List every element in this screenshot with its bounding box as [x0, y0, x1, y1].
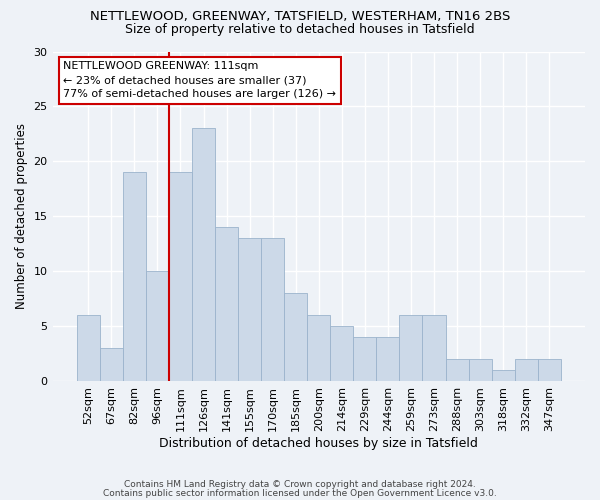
Bar — [215, 228, 238, 382]
Bar — [238, 238, 261, 382]
Bar — [469, 360, 491, 382]
Bar — [376, 338, 400, 382]
Bar — [261, 238, 284, 382]
Bar — [538, 360, 561, 382]
Bar — [330, 326, 353, 382]
Bar — [100, 348, 123, 382]
Bar — [422, 316, 446, 382]
X-axis label: Distribution of detached houses by size in Tatsfield: Distribution of detached houses by size … — [160, 437, 478, 450]
Bar — [491, 370, 515, 382]
Bar — [123, 172, 146, 382]
Text: NETTLEWOOD, GREENWAY, TATSFIELD, WESTERHAM, TN16 2BS: NETTLEWOOD, GREENWAY, TATSFIELD, WESTERH… — [90, 10, 510, 23]
Bar — [169, 172, 192, 382]
Text: NETTLEWOOD GREENWAY: 111sqm
← 23% of detached houses are smaller (37)
77% of sem: NETTLEWOOD GREENWAY: 111sqm ← 23% of det… — [63, 62, 336, 100]
Bar — [192, 128, 215, 382]
Text: Size of property relative to detached houses in Tatsfield: Size of property relative to detached ho… — [125, 22, 475, 36]
Bar — [284, 294, 307, 382]
Bar — [353, 338, 376, 382]
Text: Contains public sector information licensed under the Open Government Licence v3: Contains public sector information licen… — [103, 490, 497, 498]
Y-axis label: Number of detached properties: Number of detached properties — [15, 124, 28, 310]
Bar — [77, 316, 100, 382]
Bar — [515, 360, 538, 382]
Bar — [400, 316, 422, 382]
Bar — [446, 360, 469, 382]
Bar — [146, 272, 169, 382]
Text: Contains HM Land Registry data © Crown copyright and database right 2024.: Contains HM Land Registry data © Crown c… — [124, 480, 476, 489]
Bar — [307, 316, 330, 382]
